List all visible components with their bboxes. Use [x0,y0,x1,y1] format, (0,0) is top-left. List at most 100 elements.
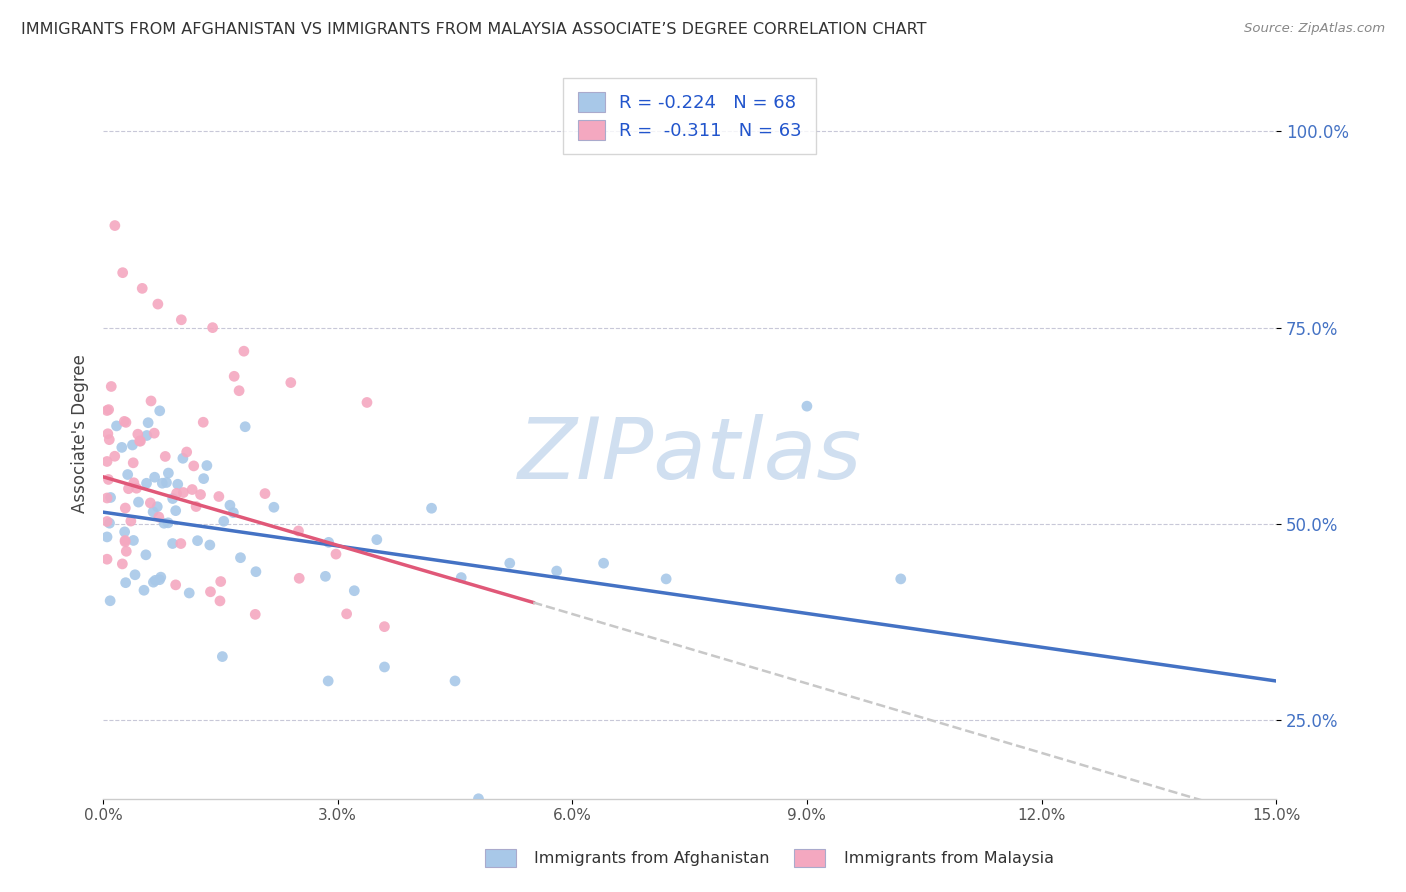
Point [546,564,568,578]
Point [325,547,347,561]
Point [314,569,336,583]
Point [149,404,172,418]
Point [166,486,188,500]
Point [114,575,136,590]
Point [336,607,359,621]
Point [245,565,267,579]
Point [136,416,159,430]
Point [499,556,522,570]
Point [143,470,166,484]
Point [100,379,122,393]
Point [96,530,118,544]
Point [100,491,122,505]
Point [219,498,242,512]
Point [157,466,180,480]
Point [142,505,165,519]
Point [288,571,311,585]
Point [143,574,166,588]
Point [187,533,209,548]
Point [233,419,256,434]
Point [117,482,139,496]
Point [198,538,221,552]
Text: Immigrants from Afghanistan: Immigrants from Afghanistan [534,851,769,865]
Point [96,515,118,529]
Point [162,536,184,550]
Point [135,428,157,442]
Point [373,660,395,674]
Point [211,649,233,664]
Point [114,534,136,549]
Point [111,557,134,571]
Point [450,571,472,585]
Point [97,473,120,487]
Point [121,438,143,452]
Point [366,533,388,547]
Point [232,344,254,359]
Y-axis label: Associate's Degree: Associate's Degree [72,354,89,513]
Point [96,403,118,417]
Point [420,501,443,516]
Point [172,485,194,500]
Legend: R = -0.224   N = 68, R =  -0.311   N = 63: R = -0.224 N = 68, R = -0.311 N = 63 [562,78,815,154]
Point [127,427,149,442]
Point [208,490,231,504]
Point [287,524,309,538]
Point [796,399,818,413]
Point [222,506,245,520]
Point [280,376,302,390]
Point [114,533,136,548]
Point [128,434,150,448]
Point [212,514,235,528]
Point [209,574,232,589]
Point [162,491,184,506]
Point [98,593,121,607]
Point [170,536,193,550]
Point [343,583,366,598]
Point [592,556,614,570]
Point [114,501,136,516]
Point [122,533,145,548]
Text: ZIPatlas: ZIPatlas [517,414,862,497]
Point [224,369,246,384]
Point [104,219,127,233]
Point [208,594,231,608]
Point [165,578,187,592]
Point [172,451,194,466]
Point [253,486,276,500]
Point [228,384,250,398]
Point [170,313,193,327]
Point [318,535,340,549]
Point [97,426,120,441]
Point [139,394,162,409]
Point [356,395,378,409]
Point [135,476,157,491]
Point [98,433,121,447]
Point [150,476,173,491]
Point [148,510,170,524]
Point [193,472,215,486]
Point [155,450,177,464]
Point [155,475,177,490]
Point [655,572,678,586]
Point [115,416,138,430]
Point [120,514,142,528]
Point [195,458,218,473]
Point [135,548,157,562]
Point [105,418,128,433]
Point [128,495,150,509]
Point [190,487,212,501]
Point [96,454,118,468]
Point [142,575,165,590]
Point [115,544,138,558]
Point [112,414,135,428]
Point [176,445,198,459]
Point [181,483,204,497]
Point [153,516,176,531]
Point [131,281,153,295]
Point [201,320,224,334]
Point [149,573,172,587]
Point [146,297,169,311]
Point [139,496,162,510]
Point [124,567,146,582]
Point [146,500,169,514]
